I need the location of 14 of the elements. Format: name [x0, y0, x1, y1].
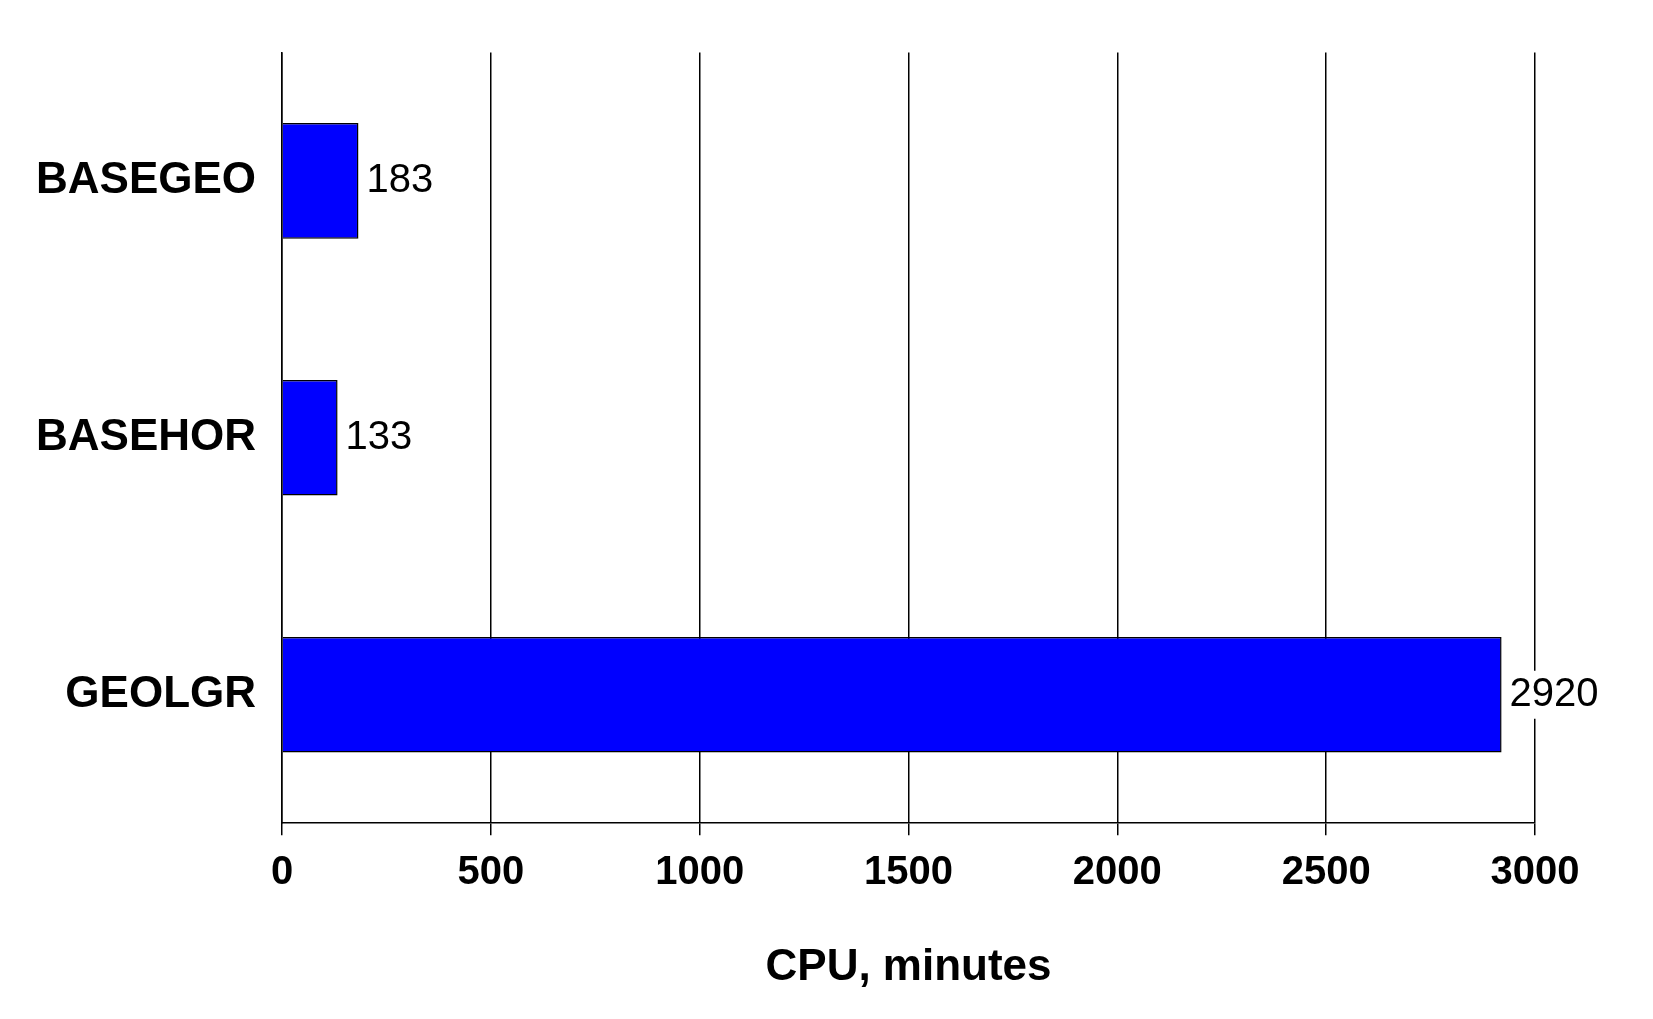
x-tick-label: 2500: [1281, 848, 1371, 893]
x-tick-label: 500: [457, 848, 525, 893]
x-tick-label: 3000: [1490, 848, 1580, 893]
data-label: 183: [366, 155, 434, 200]
y-tick-label: GEOLGR: [65, 666, 257, 716]
data-label: 2920: [1509, 669, 1599, 714]
y-tick-label: BASEGEO: [36, 153, 257, 203]
x-tick-label: 2000: [1072, 848, 1162, 893]
data-label: 133: [345, 412, 413, 457]
x-tick-label: 1500: [864, 848, 954, 893]
x-tick-label: 1000: [655, 848, 745, 893]
x-tick-label: 0: [270, 848, 294, 893]
y-tick-label: BASEHOR: [36, 409, 257, 459]
x-axis-title: CPU, minutes: [765, 939, 1052, 989]
